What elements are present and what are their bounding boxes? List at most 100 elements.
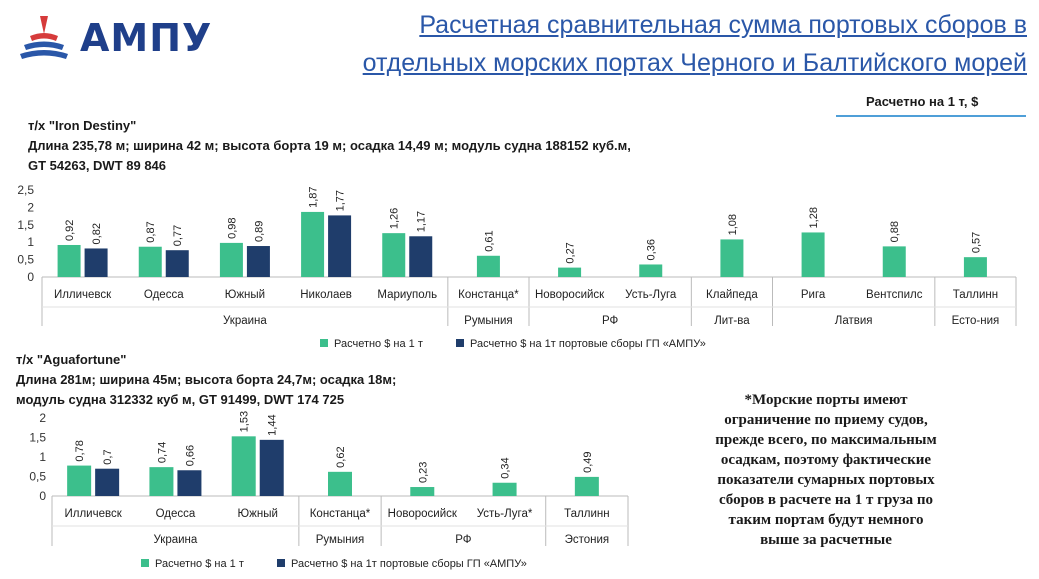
note-line: сборов в расчете на 1 т груза по — [718, 492, 934, 508]
group-label: РФ — [455, 534, 472, 546]
bar-ampu — [84, 248, 108, 277]
title-line-2: отдельных морских портах Черного и Балти… — [362, 49, 1027, 77]
bar-calc — [67, 465, 92, 496]
data-label: 0,57 — [970, 232, 982, 253]
x-tick-label: Констанца* — [310, 508, 371, 520]
legend-label: Расчетно $ на 1 т — [334, 338, 423, 350]
data-label: 1,28 — [808, 207, 820, 228]
y-tick-label: 2,5 — [17, 183, 34, 197]
x-tick-label: Одесса — [144, 289, 184, 301]
y-tick-label: 0,5 — [17, 253, 34, 267]
data-label: 0,87 — [145, 221, 157, 242]
bar-calc — [149, 467, 174, 496]
note-line: выше за расчетные — [760, 532, 892, 548]
x-tick-label: Новоросийск — [535, 289, 605, 301]
bar-calc — [138, 246, 162, 277]
legend-label: Расчетно $ на 1т портовые сборы ГП «АМПУ… — [470, 338, 706, 350]
x-tick-label: Усть-Луга* — [477, 508, 533, 520]
ship2-name: т/х "Aguafortune" — [16, 352, 127, 367]
data-label: 1,53 — [239, 411, 251, 432]
note-line: прежде всего, по максимальным — [715, 432, 937, 448]
group-label: Есто-ния — [952, 315, 1000, 327]
ship1-spec-line1: Длина 235,78 м; ширина 42 м; высота борт… — [28, 138, 631, 153]
bar-calc — [882, 246, 906, 277]
data-label: 0,74 — [156, 442, 168, 463]
bar-calc — [801, 232, 825, 277]
legend-label: Расчетно $ на 1т портовые сборы ГП «АМПУ… — [291, 558, 527, 570]
y-tick-label: 0,5 — [29, 470, 46, 484]
bar-ampu — [165, 250, 189, 277]
bar-calc — [382, 233, 406, 277]
ampu-logo: АМПУ — [18, 14, 238, 64]
unit-label: Расчетно на 1 т, $ — [866, 94, 979, 109]
bar-calc — [476, 255, 500, 277]
ship1-spec-line2: GT 54263, DWT 89 846 — [28, 158, 167, 173]
bar-ampu — [259, 439, 284, 496]
data-label: 0,92 — [64, 220, 76, 241]
data-label: 1,08 — [727, 214, 739, 235]
bar-calc — [301, 211, 325, 277]
title-line-1: Расчетная сравнительная сумма портовых с… — [419, 11, 1027, 39]
bar-calc — [57, 244, 81, 277]
data-label: 0,23 — [417, 462, 429, 483]
x-tick-label: Николаев — [300, 289, 352, 301]
data-label: 0,89 — [253, 221, 265, 242]
y-tick-label: 2 — [27, 200, 34, 214]
legend-swatch — [456, 339, 464, 347]
x-tick-label: Констанца* — [458, 289, 519, 301]
x-tick-label: Таллинн — [953, 289, 998, 301]
y-tick-label: 1,5 — [17, 218, 34, 232]
x-tick-label: Клайпеда — [706, 289, 758, 301]
group-label: Украина — [223, 315, 267, 327]
bar-calc — [219, 242, 243, 277]
x-tick-label: Мариуполь — [377, 289, 437, 301]
note-line: показатели сумарных портовых — [717, 472, 935, 488]
bar-calc — [410, 487, 435, 496]
data-label: 0,36 — [646, 239, 658, 260]
logo-text: АМПУ — [80, 16, 213, 60]
data-label: 0,77 — [172, 225, 184, 246]
note-line: таким портам будут немного — [728, 512, 924, 528]
note-line: осадкам, поэтому фактические — [720, 452, 932, 468]
ship2-spec-line2: модуль судна 312332 куб м, GT 91499, DWT… — [16, 392, 345, 407]
y-tick-label: 1 — [27, 235, 34, 249]
data-label: 0,82 — [91, 223, 103, 244]
y-tick-label: 0 — [27, 270, 34, 284]
x-tick-label: Таллинн — [564, 508, 609, 520]
bar-ampu — [246, 246, 270, 277]
y-tick-label: 1 — [39, 450, 46, 464]
legend-swatch — [320, 339, 328, 347]
bar-ampu — [177, 470, 202, 496]
bar-calc — [574, 476, 599, 496]
group-label: Лит-ва — [714, 315, 750, 327]
bar-calc — [963, 257, 987, 277]
data-label: 1,77 — [335, 190, 347, 211]
data-label: 1,26 — [389, 208, 401, 229]
x-tick-label: Южный — [225, 289, 265, 301]
data-label: 0,66 — [184, 445, 196, 466]
bar-ampu — [328, 215, 352, 277]
y-tick-label: 0 — [39, 489, 46, 503]
bar-ampu — [95, 468, 120, 496]
ship2-spec: т/х "Aguafortune" Длина 281м; ширина 45м… — [16, 350, 396, 410]
ship1-name: т/х "Iron Destiny" — [28, 118, 137, 133]
note-box: *Морские порты имеют ограничение по прие… — [692, 390, 960, 550]
x-tick-label: Вентспилс — [866, 289, 923, 301]
bar-calc — [720, 239, 744, 277]
x-tick-label: Одесса — [156, 508, 196, 520]
data-label: 0,62 — [335, 446, 347, 467]
unit-underline — [836, 115, 1026, 117]
data-label: 0,7 — [102, 449, 114, 464]
bar-calc — [231, 436, 256, 496]
x-tick-label: Усть-Луга — [625, 289, 677, 301]
y-tick-label: 2 — [39, 411, 46, 425]
legend-label: Расчетно $ на 1 т — [155, 558, 244, 570]
ship1-spec: т/х "Iron Destiny" Длина 235,78 м; ширин… — [28, 116, 631, 176]
legend-swatch — [277, 559, 285, 567]
data-label: 0,98 — [226, 217, 238, 238]
group-label: РФ — [602, 315, 619, 327]
x-tick-label: Южный — [238, 508, 278, 520]
group-label: Украина — [154, 534, 198, 546]
